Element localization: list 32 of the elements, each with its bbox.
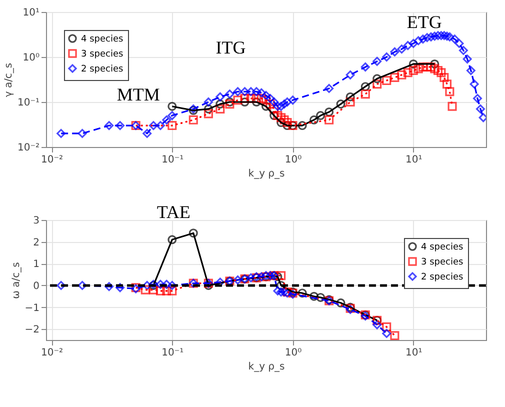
legend-label: 2 species: [81, 64, 124, 74]
y-tick-label: −2: [24, 324, 40, 336]
x-tick-label: 10¹: [406, 348, 422, 358]
annotation: MTM: [116, 84, 160, 105]
legend-label: 4 species: [81, 34, 124, 44]
x-tick-label: 10¹: [406, 154, 422, 166]
legend-label: 3 species: [421, 258, 464, 268]
legend-label: 3 species: [81, 50, 124, 60]
y-tick-label: 3: [33, 216, 40, 226]
y-tick-label: 10⁻²: [17, 142, 40, 154]
x-tick-label: 10⁻²: [41, 154, 64, 166]
y-tick-label: 2: [33, 237, 40, 248]
y-tick-label: 10⁰: [22, 52, 40, 64]
x-axis-title: k_y ρ_s: [248, 168, 285, 180]
y-tick-label: 0: [33, 280, 40, 292]
y-tick-label: −1: [24, 302, 40, 314]
y-tick-label: 1: [33, 259, 40, 270]
y-tick-label: 10⁻¹: [17, 98, 40, 108]
annotation: ITG: [216, 37, 246, 58]
y-axis-title: ω a/c_s: [10, 262, 22, 299]
annotation: TAE: [156, 202, 190, 222]
annotation: ETG: [406, 12, 442, 32]
legend-label: 4 species: [421, 242, 464, 252]
y-tick-label: 10¹: [22, 8, 40, 18]
legend-label: 2 species: [421, 272, 464, 282]
x-tick-label: 10⁰: [284, 154, 302, 166]
x-tick-label: 10⁻¹: [162, 154, 184, 166]
x-tick-label: 10⁰: [284, 348, 302, 358]
y-axis-title: γ a/c_s: [3, 62, 14, 98]
x-tick-label: 10⁻²: [41, 348, 64, 358]
x-axis-title: k_y ρ_s: [248, 362, 285, 372]
x-tick-label: 10⁻¹: [162, 348, 184, 358]
